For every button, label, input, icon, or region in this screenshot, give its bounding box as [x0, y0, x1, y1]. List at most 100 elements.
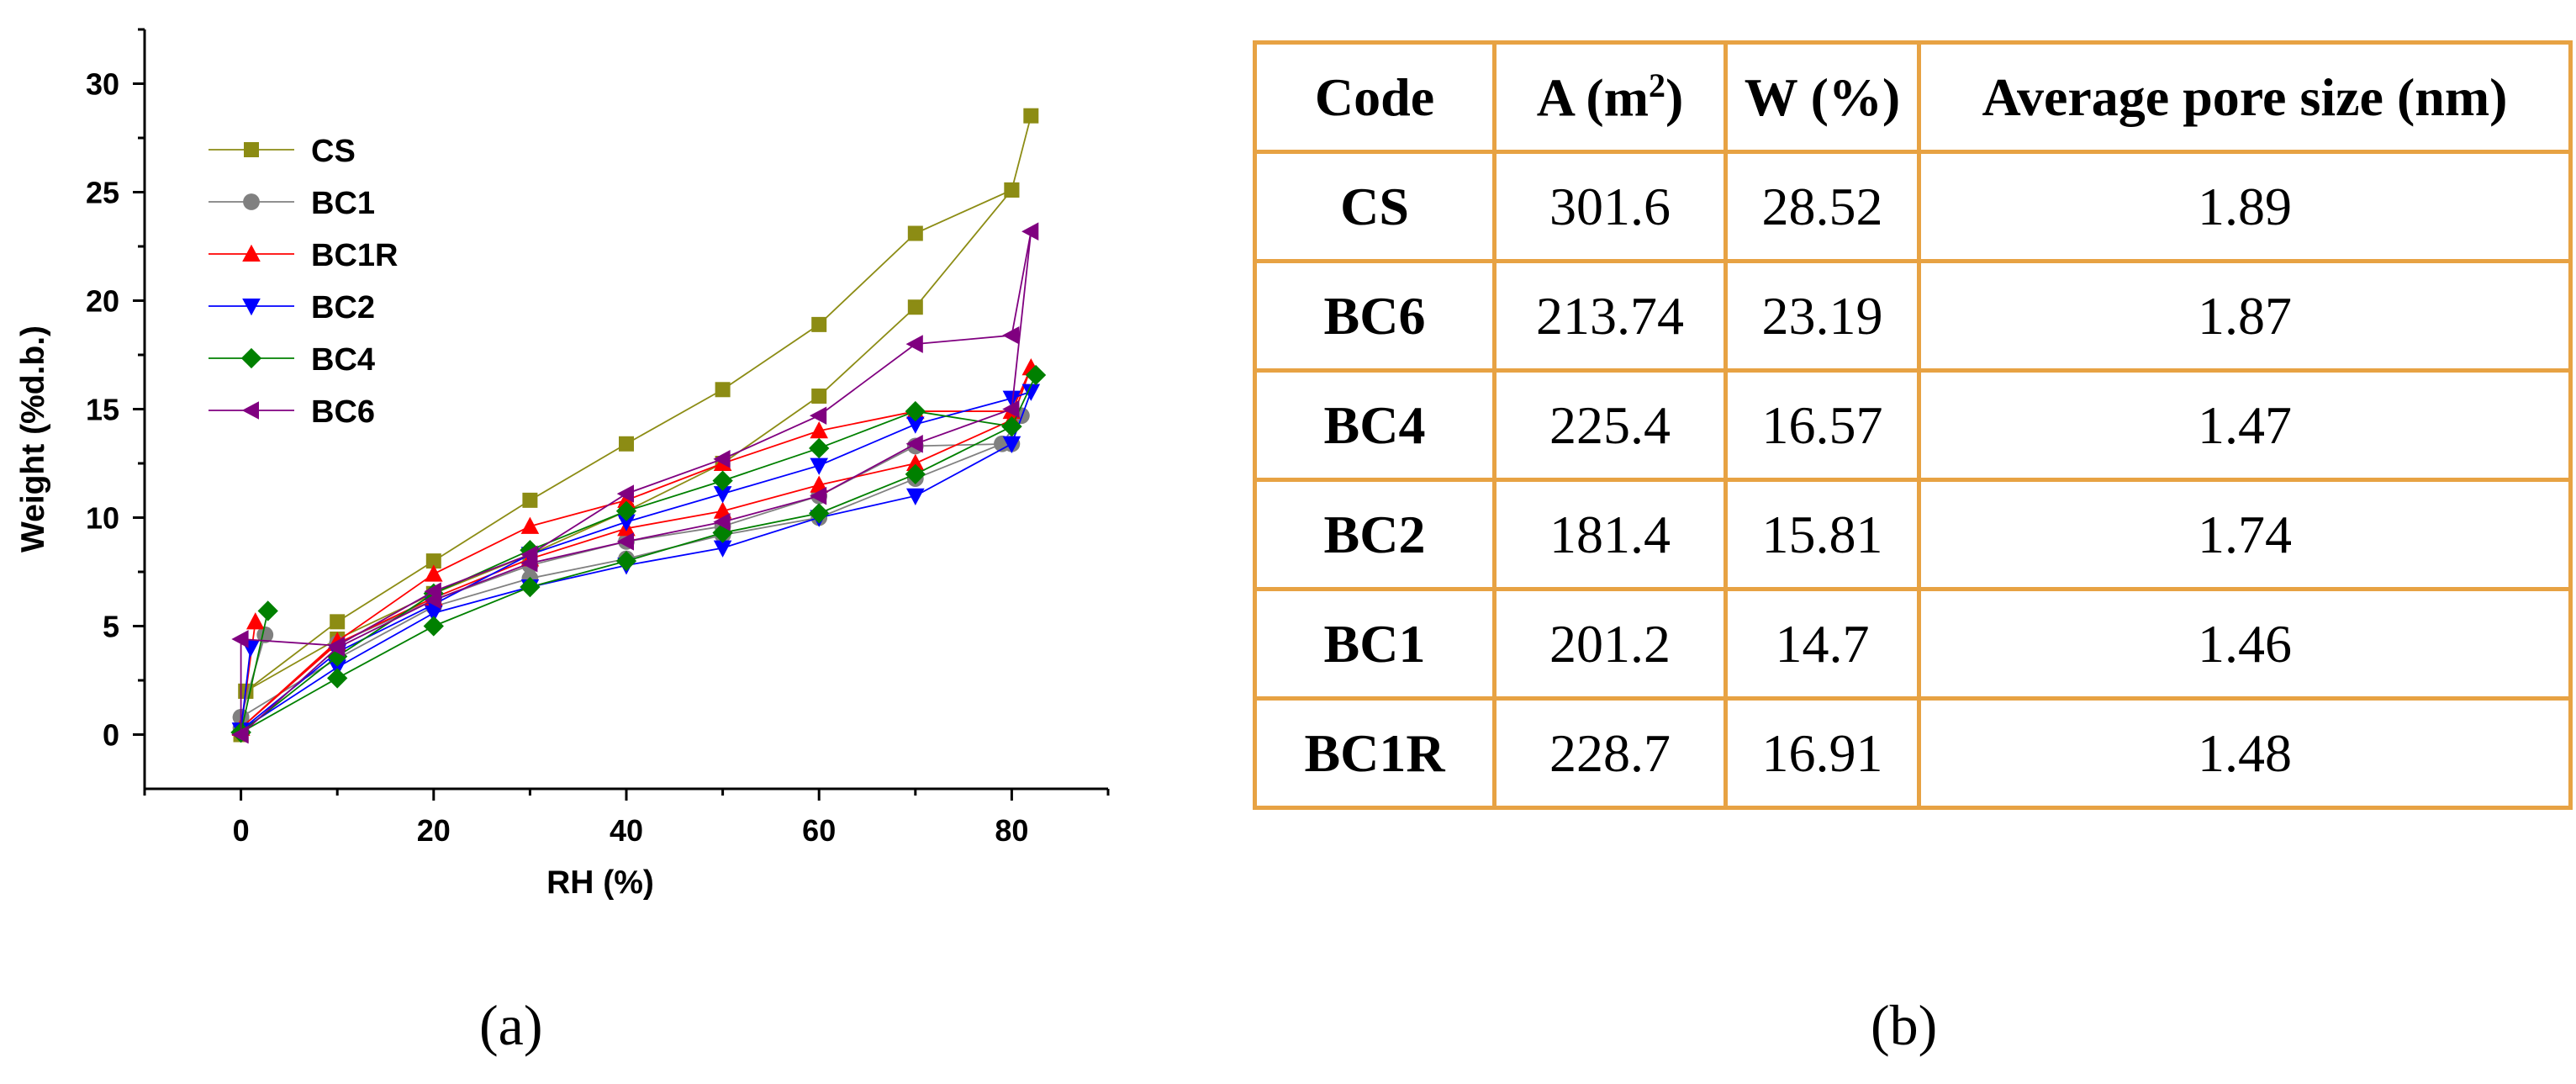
legend-label: BC2 — [311, 290, 375, 325]
table-cell-area: 181.4 — [1492, 478, 1728, 591]
data-point — [1004, 182, 1020, 198]
legend-item-bc1r: BC1R — [209, 238, 398, 273]
series-line — [240, 231, 1032, 736]
data-point — [424, 590, 441, 610]
data-point — [712, 470, 733, 491]
table-cell-water: 16.57 — [1723, 368, 1921, 482]
data-point — [809, 437, 830, 459]
y-tick-label: 5 — [103, 610, 119, 644]
header-area-base: A (m — [1536, 67, 1649, 128]
table-cell-area: 225.4 — [1492, 368, 1728, 482]
table-cell-code: BC4 — [1253, 368, 1497, 482]
chart-axes: 0 5 10 15 20 25 30 0 20 40 60 80 — [86, 28, 1110, 848]
data-point — [713, 450, 731, 468]
data-point — [231, 725, 249, 744]
data-point — [327, 638, 346, 658]
x-axis-label: RH (%) — [546, 865, 654, 901]
data-point — [811, 389, 827, 405]
data-point — [905, 335, 923, 353]
data-point — [520, 516, 540, 534]
data-point — [811, 316, 827, 332]
data-point — [522, 492, 538, 508]
table-cell-area: 213.74 — [1492, 259, 1728, 373]
table-cell-pore-size: 1.48 — [1917, 696, 2573, 810]
data-point — [907, 225, 923, 241]
sorption-isotherm-chart: 0 5 10 15 20 25 30 0 20 40 60 80 CS BC1 BC1R BC2 BC4 BC6… — [15, 28, 1110, 901]
table-cell-code: CS — [1253, 150, 1497, 263]
data-point — [257, 600, 278, 621]
y-tick-label: 0 — [103, 718, 119, 753]
legend-label: CS — [311, 134, 356, 169]
y-tick-label: 10 — [86, 501, 119, 536]
table-cell-area: 301.6 — [1492, 150, 1728, 263]
table-cell-code: BC1 — [1253, 587, 1497, 701]
data-point — [715, 382, 731, 398]
x-tick-label: 20 — [417, 813, 451, 848]
table-row: BC4 225.4 16.57 1.47 — [1253, 368, 2573, 482]
legend-marker — [240, 347, 262, 369]
series-bc1 — [232, 407, 1030, 737]
table-row: BC1 201.2 14.7 1.46 — [1253, 587, 2573, 701]
data-point — [1023, 108, 1039, 124]
data-point — [1002, 436, 1021, 454]
data-point — [1001, 415, 1022, 437]
header-area-exponent: 2 — [1649, 66, 1665, 104]
legend-item-bc2: BC2 — [209, 290, 375, 325]
legend-marker — [242, 299, 261, 316]
table-cell-pore-size: 1.87 — [1917, 259, 2573, 373]
header-area: A (m2) — [1492, 40, 1728, 154]
data-point — [616, 532, 634, 551]
x-tick-label: 0 — [233, 813, 250, 848]
data-point — [425, 553, 441, 569]
data-point — [1021, 383, 1041, 401]
header-pore-size: Average pore size (nm) — [1917, 40, 2573, 154]
table-cell-pore-size: 1.74 — [1917, 478, 2573, 591]
chart-series — [230, 108, 1047, 744]
data-point — [1002, 390, 1021, 408]
table-cell-code: BC1R — [1253, 696, 1497, 810]
data-point — [327, 668, 348, 689]
y-tick-label: 25 — [86, 176, 119, 210]
legend-marker — [241, 401, 259, 420]
data-point — [617, 514, 636, 531]
legend-label: BC1 — [311, 186, 375, 221]
data-point — [809, 486, 827, 505]
data-point — [231, 630, 249, 648]
data-point — [907, 299, 923, 315]
table-row: CS 301.6 28.52 1.89 — [1253, 150, 2573, 263]
table-cell-water: 28.52 — [1723, 150, 1921, 263]
panel-label-b: (b) — [1871, 993, 1938, 1057]
chart-legend: CS BC1 BC1R BC2 BC4 BC6 — [209, 134, 398, 430]
properties-table: Code A (m2) W (%) Average pore size (nm)… — [1253, 40, 2573, 810]
data-point — [810, 421, 828, 439]
data-point — [906, 416, 925, 434]
data-point — [905, 434, 923, 453]
table-cell-water: 16.91 — [1723, 696, 1921, 810]
data-point — [1025, 364, 1047, 386]
y-tick-label: 30 — [86, 67, 119, 102]
table-cell-area: 201.2 — [1492, 587, 1728, 701]
table-row: BC2 181.4 15.81 1.74 — [1253, 478, 2573, 591]
x-tick-label: 80 — [995, 813, 1028, 848]
header-code: Code — [1253, 40, 1497, 154]
data-point — [617, 490, 636, 508]
data-point — [713, 512, 731, 531]
x-tick-label: 60 — [802, 813, 836, 848]
legend-item-bc4: BC4 — [209, 342, 375, 378]
data-point — [423, 616, 444, 637]
data-point — [615, 550, 637, 572]
data-point — [425, 564, 443, 582]
data-point — [619, 436, 634, 452]
data-point — [1021, 222, 1039, 241]
y-axis-label: Weight (%d.b.) — [15, 325, 51, 553]
table-cell-pore-size: 1.89 — [1917, 150, 2573, 263]
data-point — [256, 626, 274, 643]
y-tick-label: 20 — [86, 284, 119, 319]
data-point — [809, 503, 830, 524]
data-point — [520, 576, 541, 598]
data-point — [810, 457, 828, 475]
legend-label: BC6 — [311, 394, 375, 430]
data-point — [809, 406, 827, 426]
legend-item-bc6: BC6 — [209, 394, 375, 430]
table-header-row: Code A (m2) W (%) Average pore size (nm) — [1253, 40, 2573, 154]
